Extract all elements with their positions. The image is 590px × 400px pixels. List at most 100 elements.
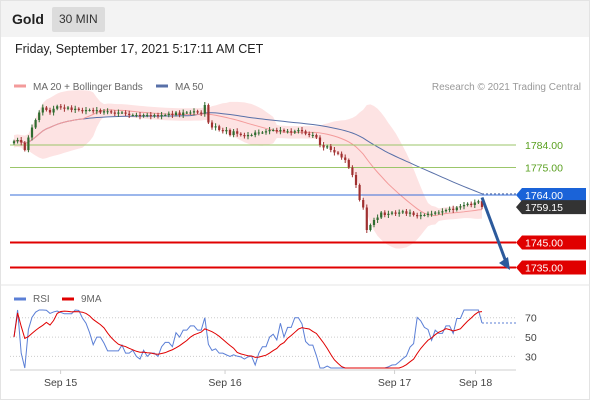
bollinger-band-fill: [14, 90, 482, 249]
candle-body: [369, 225, 372, 230]
candle: [390, 211, 394, 216]
candle-body: [113, 112, 116, 114]
candle: [142, 113, 145, 118]
candle-body: [52, 108, 55, 113]
candle: [207, 103, 210, 124]
candle: [340, 151, 343, 160]
candle-body: [117, 112, 120, 114]
candle: [232, 129, 235, 138]
candle: [135, 112, 138, 118]
candle: [210, 120, 214, 130]
candle: [448, 206, 451, 213]
candle: [311, 132, 314, 138]
candle-body: [102, 111, 106, 113]
candle: [326, 144, 329, 149]
bollinger-band: [14, 90, 482, 249]
candle-body: [131, 115, 134, 116]
x-axis-label: Sep 17: [378, 377, 411, 389]
timeframe-badge[interactable]: 30 MIN: [52, 7, 105, 32]
candle-body: [290, 131, 293, 133]
candle: [95, 107, 98, 115]
candle-body: [398, 212, 401, 214]
candle-body: [189, 112, 192, 114]
candle-body: [20, 140, 23, 143]
candle-body: [232, 131, 235, 135]
candle: [358, 183, 361, 202]
candle: [113, 110, 116, 116]
candle-body: [77, 108, 80, 110]
candle-body: [250, 135, 253, 136]
candle: [405, 209, 408, 216]
candle: [347, 158, 350, 169]
candle: [365, 204, 368, 233]
candle-body: [315, 135, 318, 138]
candle: [214, 123, 217, 131]
candle: [12, 139, 16, 145]
candle: [153, 113, 156, 118]
candle-body: [135, 115, 138, 116]
candle-body: [412, 212, 415, 215]
candle: [27, 135, 30, 153]
candle: [250, 133, 253, 137]
candle: [398, 209, 401, 217]
candle-body: [56, 106, 59, 109]
candle-body: [275, 130, 278, 132]
candle: [63, 104, 66, 112]
x-axis-label: Sep 16: [208, 377, 241, 389]
candle-body: [200, 112, 203, 114]
candle-body: [221, 130, 224, 132]
candle: [174, 111, 178, 117]
candle-body: [192, 111, 196, 113]
candle: [344, 154, 347, 163]
rsi-panel: 70 50 30: [10, 309, 537, 369]
candle-body: [308, 133, 311, 135]
candle-body: [390, 212, 394, 214]
candle: [164, 113, 167, 117]
rsi-ma-line: [13, 310, 483, 369]
candle-body: [243, 135, 246, 137]
candle-body: [185, 112, 188, 114]
ma50-line: [13, 112, 483, 195]
instrument-header: Gold 30 MIN: [1, 1, 589, 37]
candle-body: [470, 203, 473, 205]
candle: [196, 109, 199, 114]
candle: [74, 105, 77, 113]
level-label-pivot: 1764.00: [525, 190, 563, 202]
candle-body: [423, 215, 426, 216]
candle: [466, 202, 469, 207]
candle-body: [408, 212, 412, 214]
candle: [257, 129, 260, 136]
candle-body: [74, 108, 77, 110]
candle-body: [380, 212, 383, 218]
rsi-tick-label: 70: [525, 313, 537, 325]
candle: [372, 217, 376, 228]
candle-body: [293, 131, 296, 133]
x-axis-label: Sep 18: [459, 377, 492, 389]
candle: [383, 210, 386, 218]
credit-label: Research © 2021 Trading Central: [432, 82, 581, 93]
candle-body: [336, 152, 340, 154]
instrument-name: Gold: [12, 11, 44, 27]
candle-body: [351, 167, 354, 175]
candle-body: [95, 110, 98, 112]
candle-body: [178, 112, 181, 115]
level-label-resistance: 1775.00: [525, 163, 563, 175]
candle-body: [372, 220, 376, 225]
candle-body: [207, 105, 210, 123]
moving-averages: [13, 109, 516, 217]
candle-body: [448, 208, 451, 210]
candle-body: [106, 111, 109, 113]
candle: [34, 118, 37, 129]
candle: [228, 128, 232, 137]
candle-body: [66, 107, 70, 109]
rsi-tick-label: 30: [525, 351, 537, 363]
candle-body: [340, 153, 343, 158]
candle: [189, 110, 192, 115]
candle-body: [437, 212, 440, 214]
candle-body: [416, 215, 419, 217]
level-tag-support: [516, 235, 586, 250]
candle-body: [81, 110, 84, 112]
candle: [275, 127, 278, 134]
candle: [470, 201, 473, 208]
candle-body: [153, 115, 156, 117]
